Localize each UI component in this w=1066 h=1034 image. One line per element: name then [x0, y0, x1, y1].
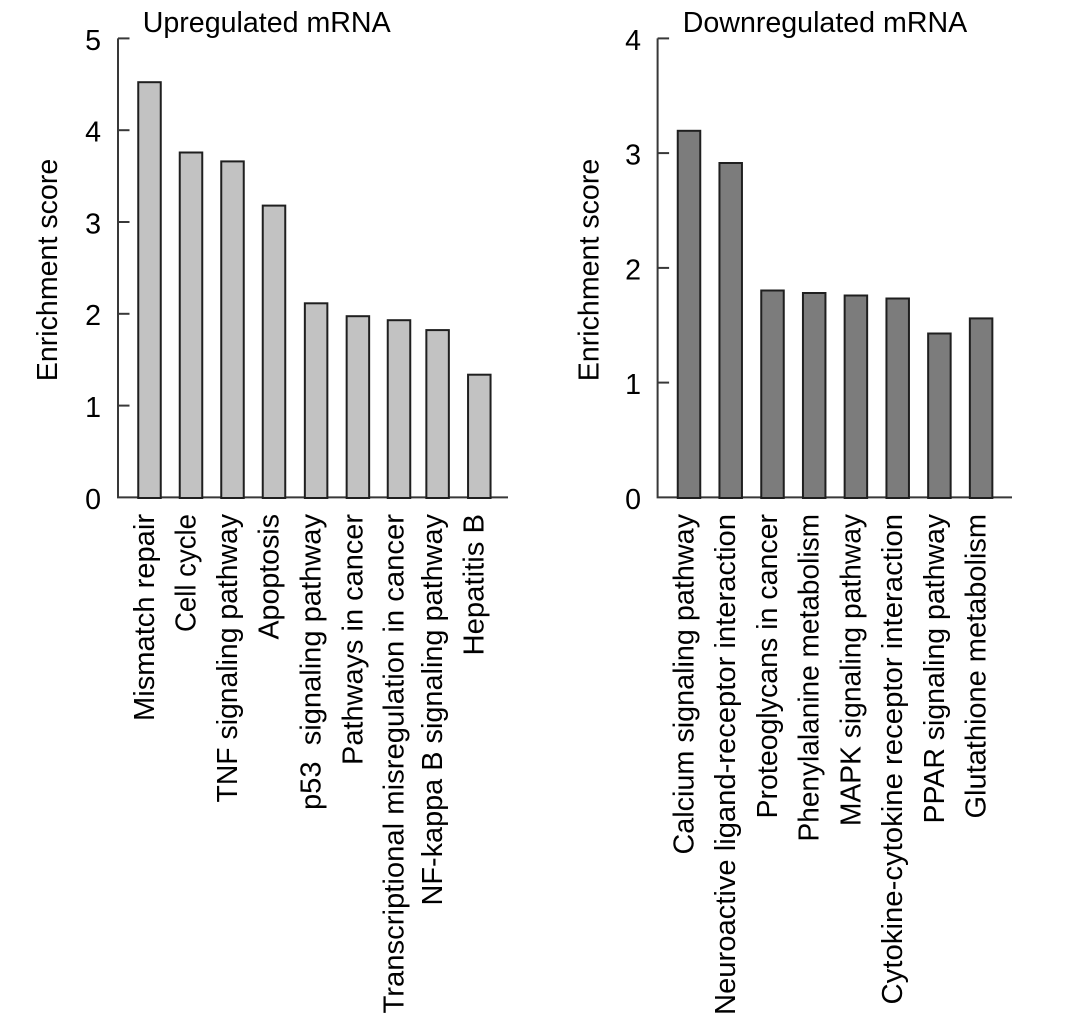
svg-text:p53 signaling pathway: p53 signaling pathway — [296, 513, 328, 810]
svg-text:Mismatch repair: Mismatch repair — [129, 514, 161, 721]
svg-text:MAPK signaling pathway: MAPK signaling pathway — [835, 513, 867, 826]
svg-text:Apoptosis: Apoptosis — [253, 514, 285, 640]
svg-text:NF-kappa B signaling pathway: NF-kappa B signaling pathway — [417, 513, 449, 905]
svg-text:Phenylalanine metabolism: Phenylalanine metabolism — [794, 514, 826, 842]
svg-text:2: 2 — [625, 254, 641, 286]
svg-text:Calcium signaling pathway: Calcium signaling pathway — [668, 513, 700, 854]
svg-text:Hepatitis B: Hepatitis B — [459, 514, 491, 656]
svg-text:Upregulated mRNA: Upregulated mRNA — [143, 7, 392, 39]
svg-text:PPAR signaling pathway: PPAR signaling pathway — [919, 513, 951, 823]
svg-text:0: 0 — [85, 484, 101, 516]
svg-text:Proteoglycans in cancer: Proteoglycans in cancer — [752, 514, 784, 819]
svg-text:5: 5 — [85, 25, 101, 57]
svg-text:0: 0 — [625, 484, 641, 516]
svg-text:Neuroactive ligand-receptor in: Neuroactive ligand-receptor interaction — [710, 514, 742, 1015]
svg-text:TNF signaling pathway: TNF signaling pathway — [212, 513, 244, 802]
svg-text:Glutathione metabolism: Glutathione metabolism — [961, 514, 993, 819]
svg-text:2: 2 — [85, 300, 101, 332]
svg-text:Pathways in cancer: Pathways in cancer — [337, 514, 369, 765]
svg-text:Cytokine-cytokine receptor int: Cytokine-cytokine receptor interaction — [877, 514, 909, 1005]
svg-text:Transcriptional misregulation: Transcriptional misregulation in cancer — [378, 514, 410, 1014]
svg-text:Enrichment score: Enrichment score — [32, 159, 64, 381]
svg-text:1: 1 — [85, 392, 101, 424]
svg-text:Enrichment score: Enrichment score — [574, 159, 606, 381]
svg-text:Cell cycle: Cell cycle — [170, 514, 202, 632]
svg-text:3: 3 — [625, 140, 641, 172]
svg-text:1: 1 — [625, 369, 641, 401]
svg-text:4: 4 — [85, 117, 101, 149]
svg-text:Downregulated mRNA: Downregulated mRNA — [683, 7, 968, 39]
svg-text:4: 4 — [625, 25, 641, 57]
svg-text:3: 3 — [85, 208, 101, 240]
